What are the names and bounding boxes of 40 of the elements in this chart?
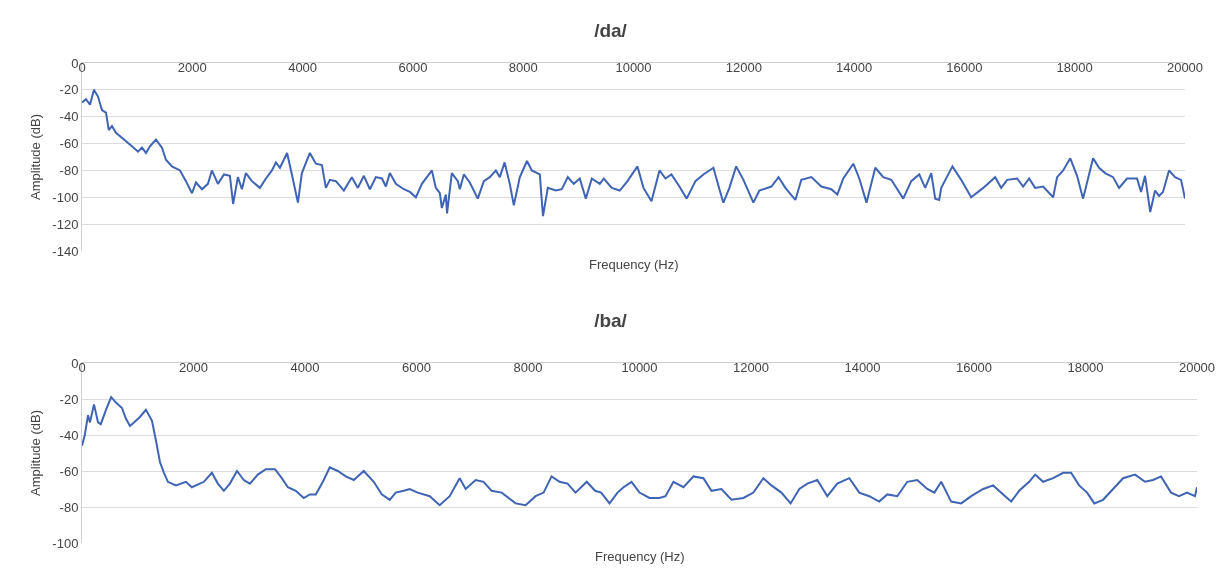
x-tick-label: 20000 (1178, 360, 1216, 376)
x-axis-title: Frequency (Hz) (595, 549, 685, 564)
x-tick-label: 10000 (615, 60, 652, 76)
y-axis-title: Amplitude (dB) (28, 410, 44, 496)
y-tick-label: -40 (59, 427, 79, 443)
x-tick-label: 10000 (621, 360, 658, 376)
x-tick-label: 16000 (955, 360, 993, 376)
x-tick-label: 14000 (844, 360, 881, 376)
y-tick-label: -80 (59, 499, 79, 515)
y-tick-label: -100 (52, 189, 79, 205)
y-tick-label: -20 (59, 82, 79, 98)
x-tick-label: 2000 (179, 360, 208, 376)
x-tick-label: 12000 (732, 360, 770, 376)
x-tick-label: 2000 (177, 60, 207, 76)
line-series (82, 88, 1185, 218)
x-tick-label: 8000 (513, 360, 543, 376)
y-tick-label: -20 (59, 391, 79, 407)
x-tick-label: 18000 (1067, 360, 1104, 376)
y-tick-label: -100 (52, 535, 79, 551)
y-tick-label: -140 (52, 243, 79, 259)
y-tick-label: -40 (59, 109, 79, 125)
y-tick-label: -80 (59, 162, 79, 178)
chart-title: /ba/ (594, 309, 628, 331)
y-tick-label: -120 (52, 216, 79, 232)
x-tick-label: 4000 (290, 360, 320, 376)
x-tick-label: 16000 (946, 60, 983, 76)
chart-title: /da/ (594, 19, 628, 41)
y-tick-label: -60 (59, 136, 79, 152)
x-axis-title: Frequency (Hz) (589, 257, 679, 272)
x-tick-label: 20000 (1166, 60, 1204, 76)
y-axis-title: Amplitude (dB) (28, 114, 44, 200)
x-tick-label: 6000 (402, 360, 431, 376)
x-tick-label: 12000 (725, 60, 762, 76)
x-tick-label: 14000 (836, 60, 873, 76)
x-tick-label: 8000 (508, 60, 538, 76)
y-tick-label: -60 (59, 463, 79, 479)
x-tick-label: 18000 (1056, 60, 1093, 76)
line-series (82, 396, 1197, 507)
x-tick-label: 4000 (288, 60, 318, 76)
x-tick-label: 6000 (398, 60, 428, 76)
